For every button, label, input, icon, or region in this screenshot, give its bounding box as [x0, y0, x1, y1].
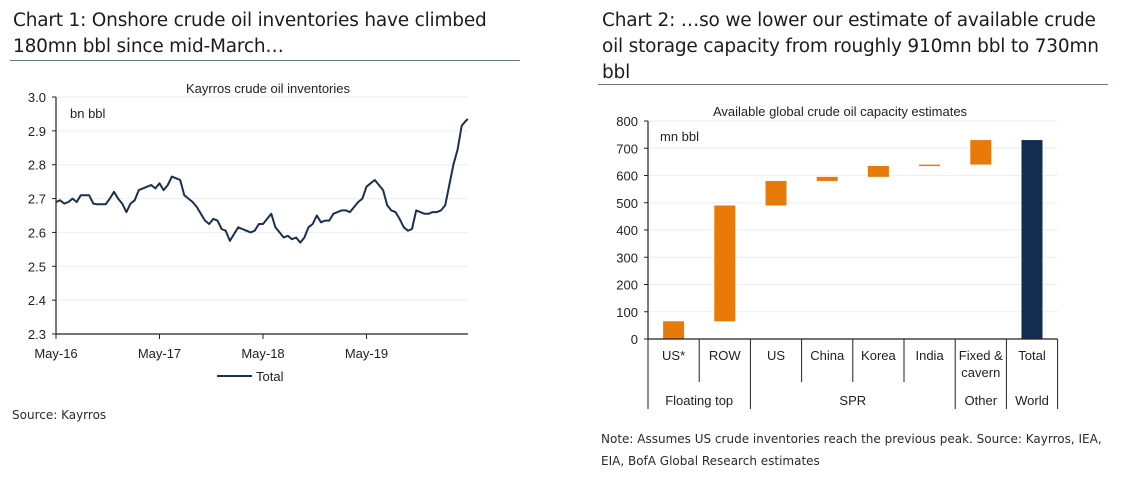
y-tick-label: 2.4 — [28, 293, 46, 308]
chart1-divider — [10, 60, 520, 61]
chart1-title: Kayrros crude oil inventories — [186, 81, 351, 96]
legend-label-total: Total — [256, 369, 284, 384]
bar-us — [663, 321, 685, 339]
group-label: Floating top — [665, 393, 733, 408]
category-label: China — [810, 348, 845, 363]
category-label: US — [767, 348, 785, 363]
y-tick-label: 2.3 — [28, 327, 46, 342]
y-tick-label: 800 — [616, 114, 638, 129]
y-tick-label: 2.7 — [28, 192, 46, 207]
chart2-heading: Chart 2: …so we lower our estimate of av… — [602, 10, 1099, 83]
y-tick-label: 300 — [616, 250, 638, 265]
category-label: India — [915, 348, 944, 363]
x-tick-label: May-18 — [241, 346, 284, 361]
y-tick-label: 700 — [616, 141, 638, 156]
category-label: Korea — [861, 348, 896, 363]
group-label: World — [1015, 393, 1049, 408]
y-tick-label: 500 — [616, 196, 638, 211]
bar-row — [714, 205, 736, 322]
y-tick-label: 2.9 — [28, 124, 46, 139]
bar-korea — [867, 165, 889, 177]
chart1-line-chart: Kayrros crude oil inventories 3.0 2.9 2.8 2… — [28, 81, 469, 384]
chart2-waterfall-chart: Available global crude oil capacity esti… — [616, 104, 1059, 409]
series-line-total — [55, 118, 469, 244]
chart2-unit-label: mn bbl — [660, 129, 699, 144]
chart2-divider — [598, 84, 1108, 85]
group-label: SPR — [839, 393, 866, 408]
category-label: Fixed & — [959, 348, 1003, 363]
bar-india — [919, 164, 941, 167]
x-tick-label: May-17 — [138, 346, 181, 361]
y-tick-label: 3.0 — [28, 90, 46, 105]
category-label: Total — [1018, 348, 1046, 363]
group-label: Other — [965, 393, 998, 408]
x-tick-label: May-16 — [34, 346, 77, 361]
y-tick-label: 2.8 — [28, 158, 46, 173]
bar-us — [765, 180, 787, 206]
chart1-source: Source: Kayrros — [12, 408, 107, 422]
y-tick-label: 100 — [616, 305, 638, 320]
y-tick-label: 2.6 — [28, 225, 46, 240]
y-tick-label: 0 — [631, 332, 638, 347]
chart1-unit-label: bn bbl — [70, 106, 106, 121]
y-tick-label: 200 — [616, 278, 638, 293]
bar-china — [816, 176, 838, 181]
bar-fixed-cavern — [970, 140, 992, 165]
y-tick-label: 400 — [616, 223, 638, 238]
bar-total — [1021, 140, 1043, 339]
y-tick-label: 600 — [616, 169, 638, 184]
category-label: ROW — [709, 348, 742, 363]
y-tick-label: 2.5 — [28, 259, 46, 274]
x-tick-label: May-19 — [345, 346, 388, 361]
chart2-note: Note: Assumes US crude inventories reach… — [601, 432, 1102, 468]
chart2-title: Available global crude oil capacity esti… — [713, 104, 968, 119]
category-label: US* — [662, 348, 685, 363]
chart1-heading: Chart 1: Onshore crude oil inventories h… — [13, 10, 487, 57]
category-label: cavern — [961, 365, 1000, 380]
